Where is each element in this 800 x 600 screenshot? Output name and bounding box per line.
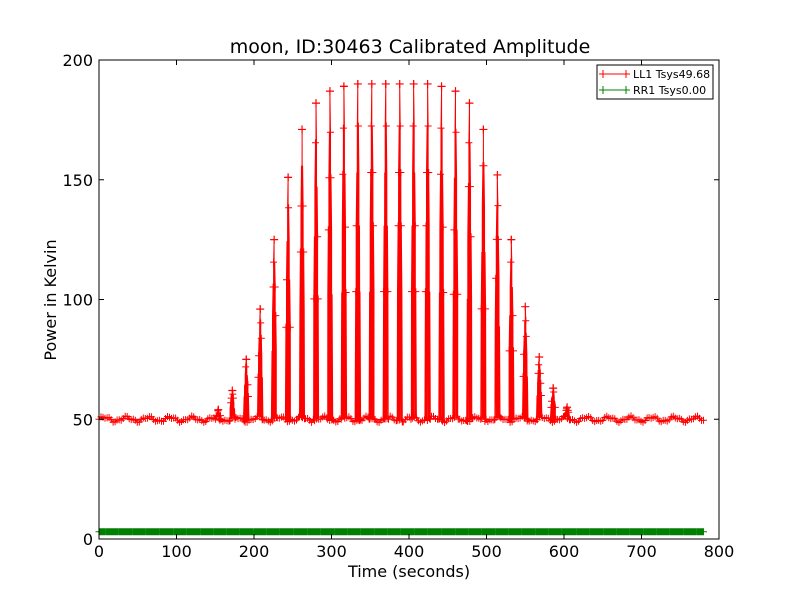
plot-frame	[98, 59, 720, 540]
y-tick-label: 100	[62, 291, 93, 310]
x-tick-label: 800	[704, 542, 735, 561]
peak-point	[493, 170, 502, 179]
series-line-ll1	[98, 83, 704, 424]
peak-point	[409, 79, 418, 88]
peak-point	[242, 355, 251, 364]
y-tick-label: 200	[62, 51, 93, 70]
y-axis: 0 50 100 150 200	[62, 51, 719, 549]
x-tick-label: 600	[549, 542, 580, 561]
peak-point	[339, 82, 348, 91]
x-tick-label: 200	[239, 542, 270, 561]
peak-point	[535, 352, 544, 361]
legend: LL1 Tsys49.68 RR1 Tsys0.00	[596, 64, 714, 100]
peak-point	[381, 79, 390, 88]
peak-point	[507, 235, 516, 244]
y-tick-label: 150	[62, 171, 93, 190]
y-tick-label: 50	[73, 410, 93, 429]
plot-area	[95, 59, 720, 540]
peak-point	[325, 87, 334, 96]
peak-point	[270, 235, 279, 244]
legend-label-rr1: RR1 Tsys0.00	[633, 84, 706, 97]
y-axis-label: Power in Kelvin	[41, 239, 60, 360]
x-tick-label: 500	[471, 542, 502, 561]
x-tick-label: 100	[161, 542, 192, 561]
peak-point	[256, 305, 265, 314]
peak-point	[214, 405, 223, 414]
peak-point	[465, 99, 474, 108]
legend-label-ll1: LL1 Tsys49.68	[633, 68, 710, 81]
x-axis-label: Time (seconds)	[347, 562, 470, 581]
peak-point	[479, 125, 488, 134]
peak-point	[395, 79, 404, 88]
x-tick-label: 400	[394, 542, 425, 561]
y-tick-label: 0	[83, 530, 93, 549]
x-tick-label: 300	[316, 542, 347, 561]
peak-point	[437, 82, 446, 91]
legend-entry-rr1: RR1 Tsys0.00	[599, 84, 706, 97]
legend-box	[596, 64, 714, 100]
peak-point	[563, 403, 572, 412]
legend-marker-rr1	[599, 86, 630, 94]
peak-point	[298, 125, 307, 134]
legend-marker-ll1	[599, 70, 630, 78]
series-layer	[95, 79, 707, 536]
peak-point	[367, 79, 376, 88]
peak-point	[423, 79, 432, 88]
series-markers-rr1	[95, 528, 707, 536]
chart-title: moon, ID:30463 Calibrated Amplitude	[230, 36, 591, 58]
peak-point	[549, 384, 558, 393]
peak-point	[312, 99, 320, 108]
x-axis: 0 100 200 300 400 500 600 700 800	[94, 60, 734, 561]
peak-point	[284, 173, 293, 182]
x-tick-label: 700	[626, 542, 657, 561]
x-tick-label: 0	[94, 542, 104, 561]
peak-point	[521, 302, 530, 311]
legend-entry-ll1: LL1 Tsys49.68	[599, 68, 710, 81]
peak-point	[353, 79, 362, 88]
peak-point	[451, 87, 460, 96]
peak-point	[228, 386, 237, 395]
